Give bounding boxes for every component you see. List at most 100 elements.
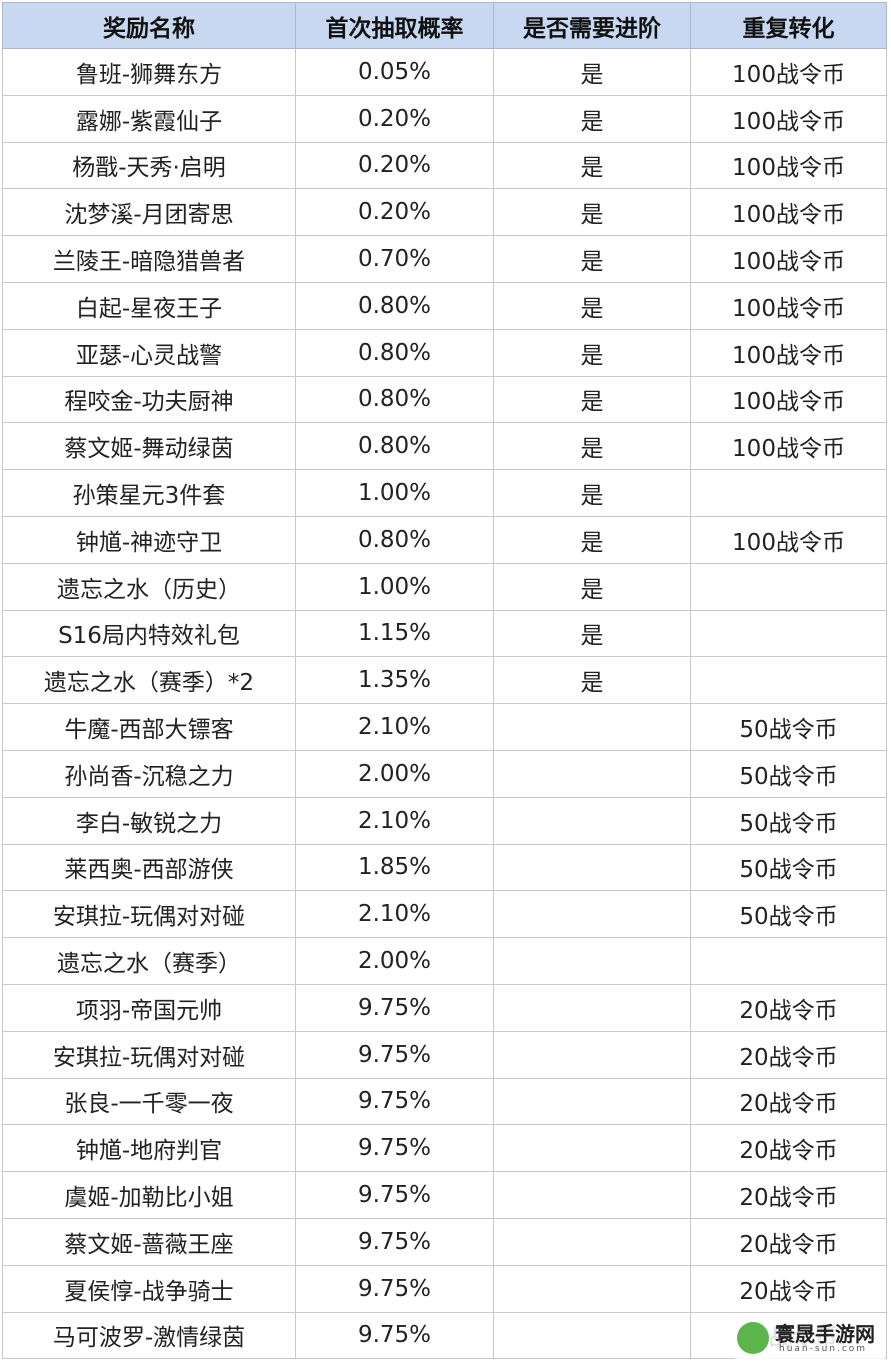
table-cell: 50战令币: [690, 890, 887, 939]
table-row: 项羽-帝国元帅 9.75% 20战令币: [2, 983, 887, 1032]
table-cell: 莱西奥-西部游侠: [2, 843, 296, 892]
table-cell: 是: [493, 188, 691, 237]
table-cell: 是: [493, 515, 691, 564]
header-cell: 首次抽取概率: [295, 2, 494, 49]
table-cell: 亚瑟-心灵战警: [2, 328, 296, 377]
table-cell: 2.00%: [295, 937, 494, 985]
table-cell: 9.75%: [295, 1217, 494, 1266]
table-cell: 9.75%: [295, 1264, 494, 1313]
table-cell: [493, 1030, 691, 1079]
table-cell: 杨戬-天秀·启明: [2, 141, 296, 190]
table-row: 孙尚香-沉稳之力 2.00% 50战令币: [2, 749, 887, 798]
table-row: 遗忘之水（历史） 1.00% 是: [2, 562, 887, 611]
table-row: 遗忘之水（赛季） 2.00%: [2, 937, 887, 985]
table-row: 蔡文姬-舞动绿茵 0.80% 是 100战令币: [2, 422, 887, 471]
table-cell: 李白-敏锐之力: [2, 796, 296, 845]
table-cell: 是: [493, 375, 691, 424]
table-cell: 遗忘之水（历史）: [2, 562, 296, 611]
table-cell: 是: [493, 94, 691, 143]
table-cell: 0.80%: [295, 375, 494, 424]
table-cell: 100战令币: [690, 515, 887, 564]
table-cell: 孙尚香-沉稳之力: [2, 749, 296, 798]
table-cell: 20战令币: [690, 1264, 887, 1313]
table-cell: 9.75%: [295, 983, 494, 1032]
table-row: 杨戬-天秀·启明 0.20% 是 100战令币: [2, 141, 887, 190]
table-cell: 1.15%: [295, 609, 494, 658]
table-cell: 20战令币: [690, 1124, 887, 1173]
table-row: 安琪拉-玩偶对对碰 9.75% 20战令币: [2, 1030, 887, 1079]
table-row: 牛魔-西部大镖客 2.10% 50战令币: [2, 703, 887, 751]
table-row: 李白-敏锐之力 2.10% 50战令币: [2, 796, 887, 845]
table-cell: 1.85%: [295, 843, 494, 892]
table-cell: 50战令币: [690, 843, 887, 892]
table-row: S16局内特效礼包 1.15% 是: [2, 609, 887, 658]
table-cell: 20战令币: [690, 983, 887, 1032]
table-cell: 50战令币: [690, 703, 887, 751]
table-cell: 100战令币: [690, 141, 887, 190]
table-cell: 0.80%: [295, 515, 494, 564]
table-cell: [690, 937, 887, 985]
table-cell: 是: [493, 469, 691, 517]
table-cell: 50战令币: [690, 749, 887, 798]
table-row: 露娜-紫霞仙子 0.20% 是 100战令币: [2, 94, 887, 143]
table-cell: 是: [493, 422, 691, 471]
table-cell: 0.80%: [295, 281, 494, 330]
table-cell: 100战令币: [690, 94, 887, 143]
table-cell: 100战令币: [690, 188, 887, 237]
watermark-title: 寰晟手游网: [775, 1322, 875, 1346]
table-cell: 9.75%: [295, 1124, 494, 1173]
table-cell: 马可波罗-激情绿茵: [2, 1311, 296, 1360]
table-cell: 遗忘之水（赛季）*2: [2, 656, 296, 705]
table-row: 钟馗-地府判官 9.75% 20战令币: [2, 1124, 887, 1173]
table-cell: [493, 890, 691, 939]
table-cell: 2.10%: [295, 703, 494, 751]
table-cell: 9.75%: [295, 1171, 494, 1219]
table-cell: 100战令币: [690, 422, 887, 471]
table-cell: 2.00%: [295, 749, 494, 798]
table-cell: [493, 1077, 691, 1126]
table-cell: [493, 1264, 691, 1313]
table-cell: 0.20%: [295, 94, 494, 143]
table-cell: 安琪拉-玩偶对对碰: [2, 1030, 296, 1079]
table-cell: 蔡文姬-蔷薇王座: [2, 1217, 296, 1266]
table-cell: 100战令币: [690, 235, 887, 283]
table-cell: 项羽-帝国元帅: [2, 983, 296, 1032]
table-row: 程咬金-功夫厨神 0.80% 是 100战令币: [2, 375, 887, 424]
table-cell: [493, 1217, 691, 1266]
table-cell: 100战令币: [690, 328, 887, 377]
table-cell: 0.80%: [295, 328, 494, 377]
table-cell: 是: [493, 235, 691, 283]
table-cell: 牛魔-西部大镖客: [2, 703, 296, 751]
table-cell: 2.10%: [295, 890, 494, 939]
table-row: 孙策星元3件套 1.00% 是: [2, 469, 887, 517]
table-cell: 白起-星夜王子: [2, 281, 296, 330]
table-cell: 20战令币: [690, 1030, 887, 1079]
table-row: 遗忘之水（赛季）*2 1.35% 是: [2, 656, 887, 705]
table-cell: 1.00%: [295, 562, 494, 611]
table-cell: 0.20%: [295, 188, 494, 237]
table-cell: [493, 749, 691, 798]
table-cell: 钟馗-地府判官: [2, 1124, 296, 1173]
table-cell: 100战令币: [690, 281, 887, 330]
table-cell: [493, 703, 691, 751]
table-row: 张良-一千零一夜 9.75% 20战令币: [2, 1077, 887, 1126]
table-cell: 0.05%: [295, 48, 494, 96]
table-row: 安琪拉-玩偶对对碰 2.10% 50战令币: [2, 890, 887, 939]
table-cell: 20战令币: [690, 1217, 887, 1266]
table-cell: 1.35%: [295, 656, 494, 705]
table-cell: 0.20%: [295, 141, 494, 190]
table-cell: 虞姬-加勒比小姐: [2, 1171, 296, 1219]
header-cell: 奖励名称: [2, 2, 296, 49]
table-cell: [690, 656, 887, 705]
table-cell: [690, 562, 887, 611]
table-cell: 是: [493, 48, 691, 96]
table-cell: 1.00%: [295, 469, 494, 517]
table-cell: 蔡文姬-舞动绿茵: [2, 422, 296, 471]
table-cell: 遗忘之水（赛季）: [2, 937, 296, 985]
watermark: 寰晟手游网 huan-sun.com: [735, 1316, 885, 1360]
table-cell: 9.75%: [295, 1030, 494, 1079]
table-cell: 是: [493, 656, 691, 705]
table-cell: 是: [493, 328, 691, 377]
table-row: 虞姬-加勒比小姐 9.75% 20战令币: [2, 1171, 887, 1219]
